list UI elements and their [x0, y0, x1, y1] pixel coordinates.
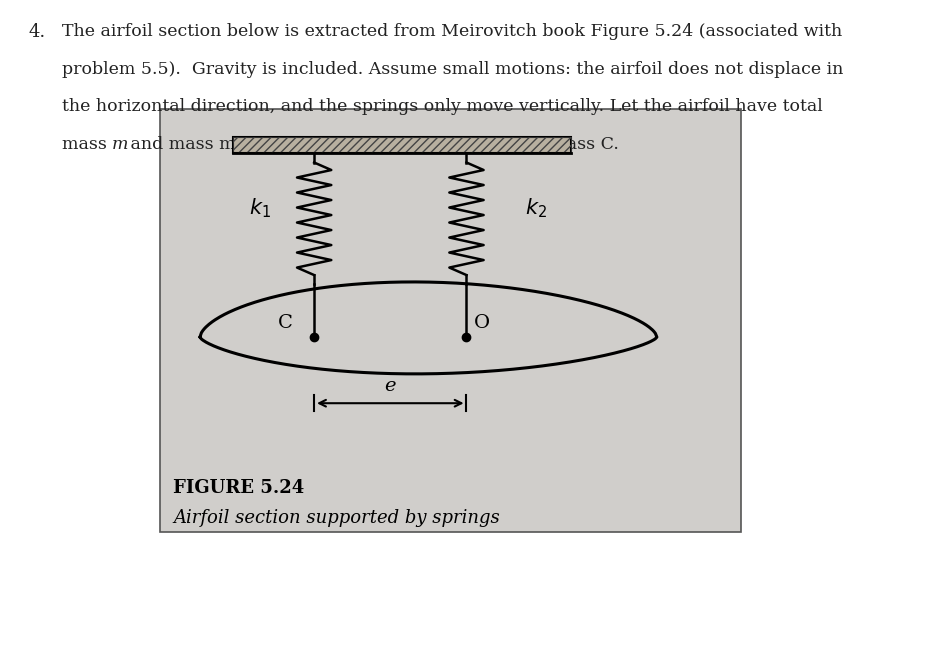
Text: O: O	[474, 314, 490, 332]
Text: $I_C$: $I_C$	[379, 136, 394, 156]
Text: FIGURE 5.24: FIGURE 5.24	[173, 479, 305, 497]
Text: $k_2$: $k_2$	[525, 196, 546, 220]
Text: Airfoil section supported by springs: Airfoil section supported by springs	[173, 509, 500, 527]
Text: problem 5.5).  Gravity is included. Assume small motions: the airfoil does not d: problem 5.5). Gravity is included. Assum…	[62, 61, 843, 78]
Bar	[233, 137, 571, 153]
Text: the horizontal direction, and the springs only move vertically. Let the airfoil : the horizontal direction, and the spring…	[62, 98, 823, 116]
Text: 4.: 4.	[29, 23, 46, 41]
Bar	[233, 137, 571, 153]
Text: about center of mass C.: about center of mass C.	[410, 136, 619, 153]
Text: C: C	[278, 314, 293, 332]
Text: m: m	[111, 136, 128, 153]
Text: and mass moment of inertia: and mass moment of inertia	[125, 136, 383, 153]
Text: e: e	[385, 377, 396, 395]
Text: The airfoil section below is extracted from Meirovitch book Figure 5.24 (associa: The airfoil section below is extracted f…	[62, 23, 843, 40]
Text: mass: mass	[62, 136, 112, 153]
Bar	[160, 109, 741, 532]
Text: $k_1$: $k_1$	[249, 196, 271, 220]
